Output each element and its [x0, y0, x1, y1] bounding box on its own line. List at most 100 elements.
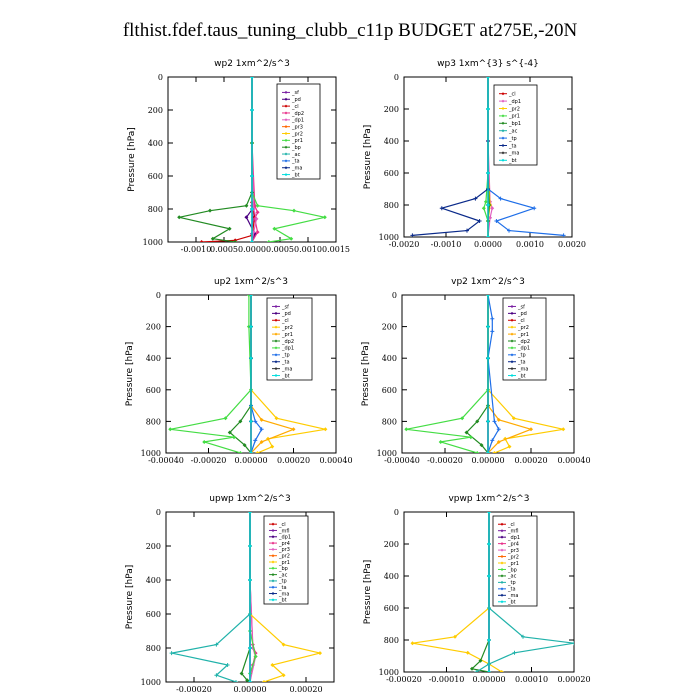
legend-label: _ac — [508, 129, 518, 135]
legend-label: _ma — [281, 366, 292, 372]
legend-box — [266, 297, 313, 381]
data-point — [289, 236, 294, 241]
legend-label: _pr2 — [278, 553, 290, 559]
data-point — [238, 419, 243, 424]
y-axis-label: Pressure [hPa] — [125, 565, 135, 630]
data-point — [168, 427, 173, 432]
chart-panel-1: wp2 1xm^2/s^3 Pressure [hPa] 0 200 400 600 800… — [127, 59, 350, 254]
data-point — [465, 650, 470, 655]
legend-label: _sf — [517, 304, 525, 310]
data-point — [232, 435, 236, 440]
data-point — [532, 206, 537, 211]
legend-marker — [271, 598, 275, 602]
data-point — [239, 671, 244, 676]
data-point — [274, 416, 279, 421]
legend-box — [276, 83, 321, 180]
legend-label: _pr2 — [507, 554, 519, 560]
legend-marker — [271, 579, 275, 583]
data-point — [460, 416, 465, 421]
y-tick-label: 800 — [146, 644, 161, 653]
y-tick-label: 200 — [148, 106, 163, 115]
series-bt — [248, 512, 252, 682]
legend-label: _tp — [281, 353, 290, 359]
legend-marker — [284, 125, 288, 129]
y-tick-label: 1000 — [143, 238, 163, 247]
data-point — [490, 316, 495, 321]
y-tick-label: 400 — [146, 354, 161, 363]
chart-legend: _sf_pd_cl_dp2_dp1_pr3_pr2_pr1_bp_ac_ta_m… — [276, 83, 321, 180]
legend-label: _ac — [291, 152, 301, 158]
chart-panel-6: vpwp 1xm^2/s^3 Pressure [hPa] 0 200 400 600 80… — [363, 494, 591, 684]
legend-marker — [500, 561, 504, 565]
legend-marker — [271, 560, 275, 564]
legend-label: _dp2 — [291, 111, 304, 117]
legend-label: _pd — [517, 311, 527, 317]
legend-label: _pr1 — [507, 561, 519, 567]
data-point — [486, 451, 490, 453]
legend-label: _sf — [291, 90, 299, 96]
chart-legend: _cl_dp1_pr2 _pr1_bp1 _ac_tp_ta _ma_bt — [493, 84, 538, 166]
series-bt — [487, 512, 491, 672]
data-point — [249, 451, 253, 453]
legend-marker — [284, 166, 288, 170]
legend-label: _bt — [291, 172, 300, 178]
x-tick-label: 0.00010 — [515, 675, 548, 684]
data-point — [249, 356, 253, 361]
chart-panel-4: vp2 1xm^2/s^3 Pressure [hPa] 0 200 400 600 800… — [361, 277, 591, 465]
legend-marker — [501, 151, 505, 155]
legend-label: _dp1 — [281, 346, 294, 352]
x-tick-label: 0.0005 — [266, 245, 294, 254]
legend-marker — [500, 580, 504, 584]
legend-marker — [284, 90, 288, 94]
legend-marker — [274, 374, 278, 378]
data-point — [266, 240, 271, 242]
legend-label: _tp — [507, 580, 516, 586]
x-tick-label: 0.0000 — [474, 240, 502, 249]
legend-marker — [500, 548, 504, 552]
series-ta — [410, 77, 490, 237]
series-line — [228, 295, 252, 453]
legend-marker — [510, 353, 514, 357]
chart-legend: _cl_mfl_dp1_pr4_pr3_pr2_pr1_bp_ac_tp_ta_… — [492, 515, 538, 607]
x-tick-label: -0.00020 — [176, 685, 212, 694]
chart-title: vp2 1xm^2/s^3 — [451, 277, 525, 287]
data-point — [474, 670, 479, 672]
data-point — [234, 680, 238, 682]
chart-title: up2 1xm^2/s^3 — [214, 277, 288, 287]
data-point — [262, 680, 266, 682]
legend-marker — [271, 554, 275, 558]
legend-marker — [274, 346, 278, 350]
x-tick-label: 0.00020 — [289, 685, 322, 694]
legend-label: _bp — [278, 566, 288, 572]
legend-marker — [271, 592, 275, 596]
legend-marker — [284, 152, 288, 156]
data-point — [250, 108, 254, 112]
legend-marker — [271, 573, 275, 577]
legend-marker — [284, 138, 288, 142]
legend-marker — [284, 118, 288, 122]
data-point — [470, 666, 474, 671]
series-bt — [486, 77, 490, 237]
legend-label: _ta — [281, 360, 290, 366]
y-tick-label: 1000 — [379, 233, 399, 242]
y-tick-label: 600 — [382, 386, 397, 395]
y-tick-label: 200 — [382, 323, 397, 332]
series-tp — [169, 512, 252, 682]
data-point — [248, 544, 252, 548]
data-point — [486, 171, 490, 175]
data-point — [199, 240, 204, 242]
legend-marker — [271, 585, 275, 589]
legend-marker — [501, 129, 505, 133]
legend-box — [493, 84, 538, 166]
data-point — [481, 206, 486, 211]
legend-label: _cl — [291, 104, 299, 110]
data-point — [507, 228, 511, 233]
legend-label: _bt — [508, 158, 517, 164]
data-point — [248, 646, 252, 650]
data-point — [214, 673, 219, 678]
y-tick-label: 0 — [394, 73, 399, 82]
data-point — [281, 673, 286, 678]
legend-label: _ma — [291, 166, 302, 172]
legend-marker — [274, 353, 278, 357]
series-line — [170, 295, 252, 453]
